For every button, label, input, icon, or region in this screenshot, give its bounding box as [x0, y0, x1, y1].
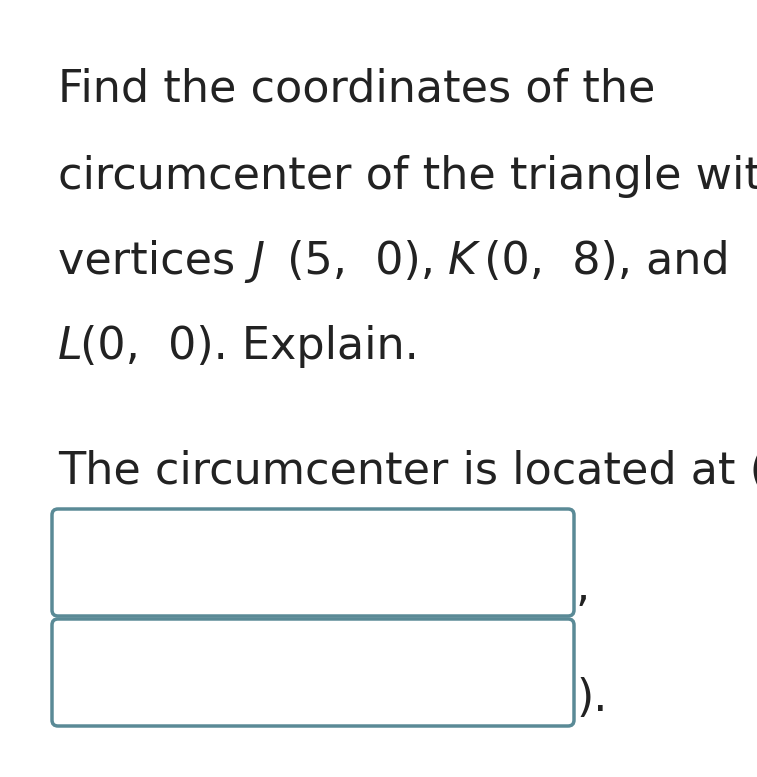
Text: The circumcenter is located at (: The circumcenter is located at ( — [58, 450, 757, 493]
Text: (0,  8), and: (0, 8), and — [470, 240, 730, 283]
FancyBboxPatch shape — [52, 619, 574, 726]
Text: ).: ). — [576, 678, 607, 720]
Text: ,: , — [576, 567, 590, 610]
Text: L: L — [58, 325, 83, 368]
Text: K: K — [448, 240, 477, 283]
FancyBboxPatch shape — [52, 509, 574, 616]
Text: (0,  0). Explain.: (0, 0). Explain. — [80, 325, 419, 368]
Text: (5,  0),: (5, 0), — [273, 240, 449, 283]
Text: J: J — [251, 240, 264, 283]
Text: Find the coordinates of the: Find the coordinates of the — [58, 68, 656, 111]
Text: vertices: vertices — [58, 240, 249, 283]
Text: circumcenter of the triangle with: circumcenter of the triangle with — [58, 155, 757, 198]
